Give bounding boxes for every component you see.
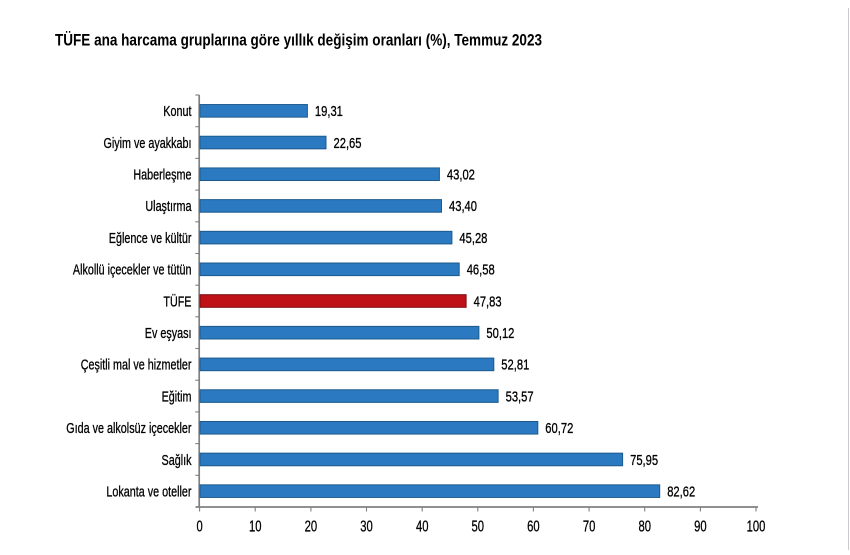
- svg-text:40: 40: [416, 519, 429, 536]
- svg-text:22,65: 22,65: [334, 135, 362, 152]
- svg-text:Alkollü içecekler ve tütün: Alkollü içecekler ve tütün: [73, 262, 192, 279]
- svg-text:10: 10: [249, 519, 262, 536]
- svg-text:Sağlık: Sağlık: [162, 452, 192, 469]
- svg-text:100: 100: [747, 519, 766, 536]
- svg-text:82,62: 82,62: [667, 484, 695, 501]
- svg-text:60,72: 60,72: [545, 420, 573, 437]
- svg-text:53,57: 53,57: [506, 388, 534, 405]
- svg-text:Ev eşyası: Ev eşyası: [145, 325, 192, 342]
- svg-text:Gıda ve alkolsüz içecekler: Gıda ve alkolsüz içecekler: [66, 420, 191, 437]
- svg-text:30: 30: [360, 519, 373, 536]
- svg-text:52,81: 52,81: [501, 357, 529, 374]
- svg-text:Ulaştırma: Ulaştırma: [145, 198, 192, 215]
- svg-text:47,83: 47,83: [474, 293, 502, 310]
- svg-text:60: 60: [527, 519, 540, 536]
- svg-text:45,28: 45,28: [459, 230, 487, 247]
- svg-text:Eğlence ve kültür: Eğlence ve kültür: [109, 230, 192, 247]
- svg-text:46,58: 46,58: [467, 262, 495, 279]
- svg-text:50,12: 50,12: [486, 325, 514, 342]
- svg-text:70: 70: [583, 519, 596, 536]
- svg-text:TÜFE ana harcama gruplarına gö: TÜFE ana harcama gruplarına göre yıllık …: [55, 31, 542, 50]
- svg-text:43,02: 43,02: [447, 167, 475, 184]
- svg-text:50: 50: [472, 519, 485, 536]
- svg-text:Çeşitli mal ve hizmetler: Çeşitli mal ve hizmetler: [81, 357, 192, 374]
- svg-text:TÜFE: TÜFE: [163, 292, 191, 310]
- svg-text:80: 80: [638, 519, 651, 536]
- svg-text:Giyim ve ayakkabı: Giyim ve ayakkabı: [104, 135, 192, 152]
- svg-text:43,40: 43,40: [449, 198, 477, 215]
- svg-text:0: 0: [197, 519, 203, 536]
- svg-text:20: 20: [305, 519, 318, 536]
- svg-text:Eğitim: Eğitim: [162, 388, 192, 405]
- svg-text:90: 90: [694, 519, 707, 536]
- svg-text:Konut: Konut: [163, 103, 192, 120]
- svg-text:Haberleşme: Haberleşme: [133, 167, 191, 184]
- svg-text:Lokanta ve oteller: Lokanta ve oteller: [106, 484, 191, 501]
- svg-text:75,95: 75,95: [630, 452, 658, 469]
- svg-text:19,31: 19,31: [315, 103, 343, 120]
